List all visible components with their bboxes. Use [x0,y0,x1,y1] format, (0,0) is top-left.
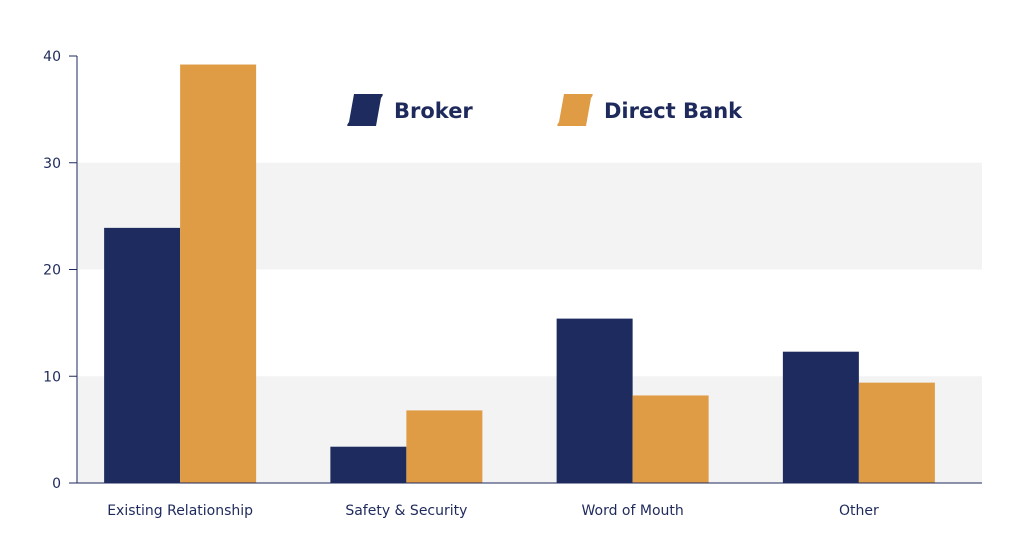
x-category-label: Other [839,503,879,519]
y-tick-labels: 0 10 20 30 40 [43,49,77,492]
bar-direct-bank-2 [632,395,709,483]
bar-broker-0 [104,227,181,483]
bar-direct-bank-1 [406,410,483,483]
x-category-labels: Existing Relationship Safety & Security Wo… [107,503,879,519]
legend-label-broker: Broker [394,99,473,123]
bar-direct-bank-0 [180,64,257,483]
legend: Broker Direct Bank [347,94,743,126]
bars [104,64,935,483]
bar-broker-3 [782,351,859,483]
y-tick-label: 10 [43,369,61,385]
legend-swatch-direct-bank [557,94,593,126]
x-category-label: Safety & Security [345,503,467,519]
bar-broker-1 [330,446,407,483]
y-tick-label: 0 [52,476,61,492]
y-tick-label: 30 [43,156,61,172]
bar-broker-2 [556,318,633,483]
x-category-label: Word of Mouth [581,503,683,519]
y-tick-label: 40 [43,49,61,65]
x-category-label: Existing Relationship [107,503,253,519]
legend-swatch-broker [347,94,383,126]
legend-label-direct-bank: Direct Bank [604,99,743,123]
bar-direct-bank-3 [858,382,935,483]
y-tick-label: 20 [43,263,61,279]
